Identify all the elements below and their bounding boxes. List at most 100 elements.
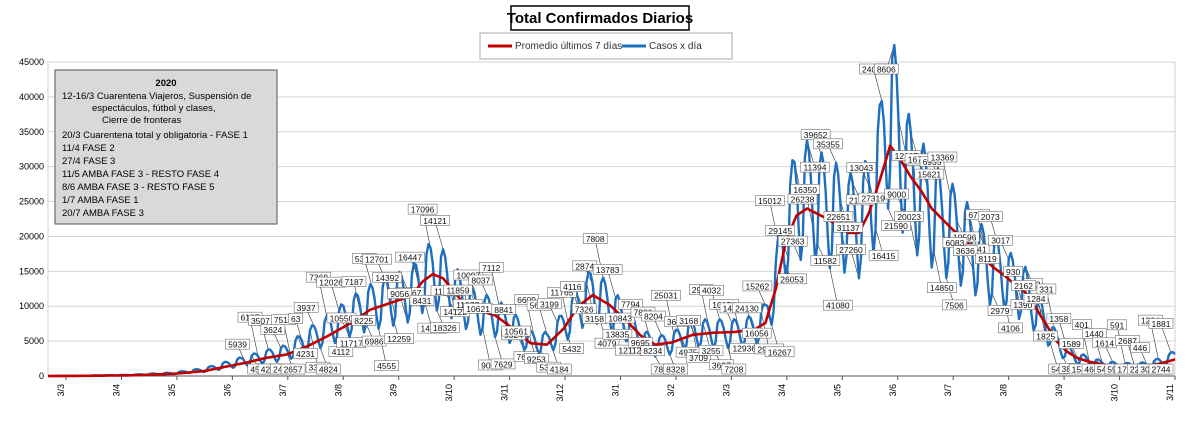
data-label: 11394 bbox=[803, 163, 826, 173]
data-label: 2979 bbox=[991, 306, 1010, 316]
data-label-leader bbox=[490, 268, 500, 307]
x-tick-label: 3/7 bbox=[943, 384, 953, 397]
data-label: 12259 bbox=[387, 334, 411, 344]
data-label: 7629 bbox=[494, 359, 513, 369]
data-label-leader bbox=[378, 328, 387, 367]
data-label: 21590 bbox=[884, 221, 908, 231]
data-label: 4184 bbox=[550, 365, 569, 375]
data-label: 16350 bbox=[793, 185, 817, 195]
data-label-box bbox=[1046, 313, 1072, 324]
data-label: 4116 bbox=[563, 282, 582, 292]
data-label-box bbox=[387, 288, 412, 299]
data-label-leader bbox=[665, 296, 675, 335]
data-label: 7794 bbox=[621, 300, 640, 310]
y-tick-label: 30000 bbox=[19, 162, 44, 172]
data-label-box bbox=[651, 289, 681, 301]
data-label-box bbox=[823, 211, 854, 222]
data-label: 2162 bbox=[1014, 281, 1033, 291]
data-label: 8119 bbox=[978, 254, 997, 264]
x-tick-label: 3/1 bbox=[611, 384, 621, 397]
data-label: 63 bbox=[291, 314, 301, 324]
legend-item-average: Promedio últimos 7 días bbox=[488, 41, 622, 52]
data-label-box bbox=[592, 264, 623, 275]
data-label-box bbox=[641, 310, 666, 322]
data-label: 7326 bbox=[575, 304, 594, 314]
chart-title-box bbox=[510, 5, 690, 31]
y-tick-label: 35000 bbox=[19, 127, 44, 137]
data-label-box bbox=[293, 302, 319, 313]
data-label: 3636 bbox=[956, 246, 975, 256]
data-label: 26053 bbox=[780, 274, 804, 284]
data-label-box bbox=[1059, 338, 1084, 349]
data-label-box bbox=[420, 215, 450, 226]
data-label: 4079 bbox=[598, 339, 617, 349]
y-axis: 0 5000 10000 15000 20000 25000 30000 35000 40000… bbox=[19, 57, 44, 381]
data-label-box bbox=[280, 363, 306, 375]
data-label-box bbox=[810, 255, 841, 266]
data-label-box bbox=[293, 348, 318, 359]
data-label: 1440 bbox=[1085, 329, 1104, 339]
annotation-background bbox=[54, 69, 278, 225]
data-label: 1755 bbox=[1117, 365, 1136, 375]
data-label: 593 bbox=[1107, 365, 1121, 375]
data-label: 9056 bbox=[390, 289, 409, 299]
data-label-box bbox=[501, 325, 531, 337]
x-tick-label: 3/4 bbox=[111, 384, 121, 397]
y-tick-label: 25000 bbox=[19, 197, 44, 207]
data-label-box bbox=[605, 312, 635, 324]
data-label: 9043 bbox=[481, 360, 500, 370]
data-label-box bbox=[846, 162, 877, 173]
data-label: 12936 bbox=[732, 344, 756, 354]
y-tick-label: 0 bbox=[39, 371, 44, 381]
data-label-box bbox=[764, 346, 795, 358]
data-label-box bbox=[742, 280, 773, 292]
x-tick-label: 3/3 bbox=[56, 384, 66, 397]
data-label: 930 bbox=[1006, 267, 1020, 277]
data-label-box bbox=[765, 225, 795, 236]
data-label: 1614 bbox=[1095, 338, 1114, 348]
data-label-box bbox=[618, 298, 643, 310]
data-label: 8037 bbox=[471, 275, 490, 285]
data-label: 11582 bbox=[814, 256, 837, 266]
annotation-line-3: Cierre de fronteras bbox=[102, 115, 181, 126]
data-label: 10843 bbox=[608, 314, 632, 324]
data-labels: 5939451861274249350724383624265775134231… bbox=[225, 63, 1174, 375]
data-label-box bbox=[836, 244, 866, 255]
data-label: 7513 bbox=[274, 315, 293, 325]
data-label-box bbox=[288, 313, 304, 324]
data-label-box bbox=[546, 363, 572, 375]
data-label: 26238 bbox=[791, 194, 815, 204]
data-label: 14392 bbox=[375, 273, 399, 283]
data-label-box bbox=[813, 138, 843, 150]
data-label-box bbox=[362, 253, 392, 265]
y-tick-label: 15000 bbox=[19, 266, 44, 276]
data-label-leader bbox=[607, 270, 616, 299]
data-label-box bbox=[537, 298, 562, 310]
data-label: 14121 bbox=[423, 216, 447, 226]
data-label: 12112 bbox=[618, 346, 641, 356]
data-label: 10550 bbox=[330, 313, 354, 323]
data-label: 5939 bbox=[228, 340, 247, 350]
data-label: 7112 bbox=[482, 263, 501, 273]
data-label-box bbox=[987, 305, 1013, 316]
x-tick-label: 3/3 bbox=[721, 384, 731, 397]
data-label-box bbox=[430, 322, 460, 333]
data-label-box bbox=[1115, 335, 1140, 346]
data-label: 16757 bbox=[908, 154, 932, 164]
data-label-box bbox=[374, 360, 399, 371]
data-label: 7808 bbox=[586, 234, 605, 244]
data-label: 8431 bbox=[413, 296, 432, 306]
x-tick-label: 3/10 bbox=[444, 384, 454, 402]
data-label-box bbox=[686, 352, 711, 363]
y-tick-label: 20000 bbox=[19, 231, 44, 241]
data-label: 10561 bbox=[504, 327, 528, 337]
data-label-box bbox=[640, 345, 666, 356]
data-label-box bbox=[1033, 330, 1059, 342]
data-label-box bbox=[582, 233, 608, 244]
data-label-box bbox=[443, 284, 473, 296]
data-label: 41080 bbox=[826, 301, 850, 311]
data-label-box bbox=[1010, 299, 1036, 310]
data-label-box bbox=[407, 203, 438, 215]
data-label: 13835 bbox=[606, 330, 630, 340]
data-label-box bbox=[316, 363, 341, 375]
